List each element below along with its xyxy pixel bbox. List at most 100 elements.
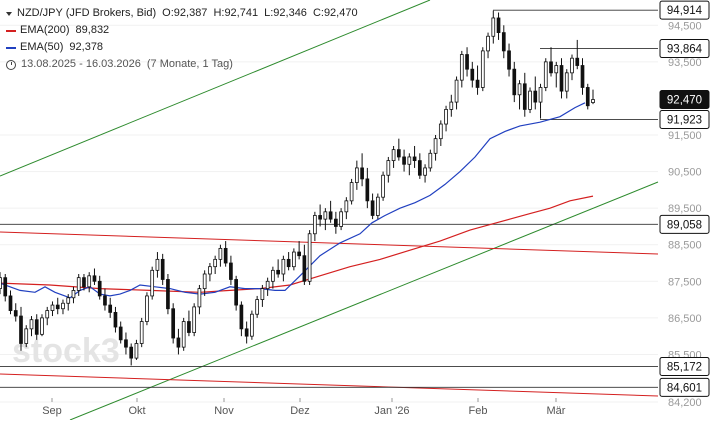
candle-body [166,279,170,310]
candle-body [344,200,349,213]
y-tick-label: 94,500 [668,20,702,32]
close-value: 92,470 [323,7,358,19]
legend-ema50-row[interactable]: EMA(50) 92,378 [6,39,358,56]
candle-body [381,174,385,198]
candle-body [444,109,448,125]
horizontal-level-lines [0,9,658,388]
ema50-name: EMA(50) [20,41,64,53]
low-label: L: [264,7,274,19]
high-label: H: [213,7,225,19]
x-axis[interactable]: Sep Okt Nov Dez Jan '26 Feb Mär [42,398,566,417]
candle-body [501,32,506,52]
candle-body [538,87,543,103]
candle-body [507,50,511,70]
price-label-box [659,110,710,130]
y-tick-label: 93,500 [668,57,702,69]
candle-body [150,269,155,297]
candle-body [255,299,259,315]
candle-body [82,277,86,288]
candle-body [45,310,50,319]
candle-body [480,50,485,88]
price-label-box [659,356,710,376]
candle-body [124,339,128,348]
candle-body [97,280,102,297]
price-label-text: 85,172 [667,361,702,373]
symbol-label[interactable]: NZD/JPY (JFD Brokers, Bid) [17,7,157,19]
ema-lines [0,102,594,299]
y-tick-label: 86,500 [668,313,702,325]
trend-lines [0,0,659,421]
candle-body [433,138,438,154]
candle-body [365,178,370,202]
price-label-box [659,214,710,234]
candle-body [265,280,270,290]
x-tick-label: Dez [290,405,310,417]
open-label: O: [162,7,174,19]
candlesticks [0,10,595,366]
price-label-box [659,90,710,110]
candle-body [3,277,8,297]
candle-body [575,57,580,66]
y-axis[interactable]: 94,500 93,500 91,500 90,500 89,500 88,500 87,5… [668,20,702,409]
price-label-box [659,0,710,20]
candle-body [512,68,517,96]
price-label-text: 89,058 [667,219,702,231]
candle-body [187,321,191,333]
candle-body [181,321,186,348]
legend-symbol-row: NZD/JPY (JFD Brokers, Bid) O: 92,387 H: … [6,5,358,22]
period-detail: (7 Monate, 1 Tag) [146,58,233,70]
candle-body [197,288,202,308]
candle-body [375,196,380,216]
candle-body [428,152,433,169]
candle-body [145,295,149,322]
caret-down-icon[interactable] [6,11,12,16]
candle-body [113,311,118,328]
candle-body [423,167,427,176]
candle-body [208,266,212,275]
x-tick-label: Jan '26 [374,405,409,417]
candle-body [8,295,13,311]
candle-body [302,255,307,282]
candle-body [218,247,223,260]
candle-body [171,308,176,339]
candle-body [318,215,322,220]
candle-body [192,306,197,333]
price-label-text: 84,601 [667,382,702,394]
candle-body [334,218,338,227]
candle-body [533,90,538,103]
candle-body [213,258,218,268]
candle-body [281,258,286,275]
close-label: C: [312,7,324,19]
price-label-box [659,377,710,397]
candle-body [554,65,559,74]
candle-body [486,35,490,52]
legend-ema200-row[interactable]: EMA(200) 89,832 [6,22,358,39]
candle-body [528,90,532,110]
period-range: 13.08.2025 - 16.03.2026 [21,58,141,70]
ema50-line [0,102,586,299]
candle-body [19,315,23,344]
low-value: 92,346 [273,7,307,19]
candle-body [559,65,564,92]
candle-body [0,277,2,290]
candle-body [496,17,501,34]
candle-body [549,61,553,74]
candle-body [271,269,275,282]
chart-legend: NZD/JPY (JFD Brokers, Bid) O: 92,387 H: … [6,5,358,73]
open-value: 92,387 [173,7,208,19]
candle-body [40,317,44,335]
ema200-value: 89,832 [75,24,110,36]
lower-channel-line [0,373,659,397]
y-tick-label: 90,500 [668,167,702,179]
y-tick-label: 91,500 [668,130,702,142]
candle-body [313,215,317,235]
candle-body [459,54,464,81]
price-label-text: 92,470 [667,95,702,107]
candle-body [260,288,265,300]
candle-body [449,101,454,110]
candle-body [61,302,65,310]
candle-body [323,211,328,220]
candle-body [24,328,29,344]
high-value: 92,741 [224,7,259,19]
